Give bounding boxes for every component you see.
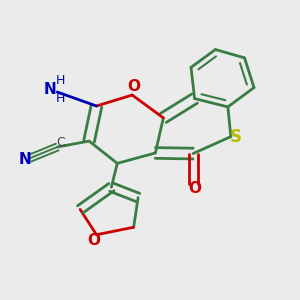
Text: C: C: [56, 136, 65, 149]
Text: O: O: [188, 181, 201, 196]
Text: N: N: [44, 82, 56, 97]
Text: O: O: [127, 79, 140, 94]
Text: O: O: [87, 233, 100, 248]
Text: S: S: [230, 128, 242, 146]
Text: N: N: [19, 152, 31, 167]
Text: H: H: [56, 92, 65, 105]
Text: H: H: [56, 74, 65, 87]
